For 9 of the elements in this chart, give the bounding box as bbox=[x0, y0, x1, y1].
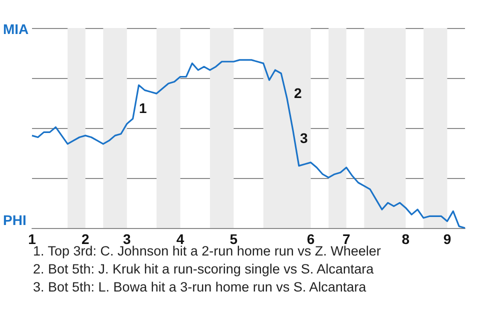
x-tick-label: 9 bbox=[443, 231, 452, 247]
x-tick-label: 8 bbox=[402, 231, 410, 247]
text: MIA bbox=[3, 21, 29, 37]
annotation: 3 bbox=[300, 130, 308, 146]
annotation: 2 bbox=[294, 85, 302, 101]
annotation: 1 bbox=[139, 100, 147, 116]
text: 3. Bot 5th: L. Bowa hit a 3-run home run vs S. Alcantara bbox=[33, 280, 367, 294]
text: 2. Bot 5th: J. Kruk hit a run-scoring single vs S. Alcantara bbox=[33, 262, 374, 276]
text: PHI bbox=[3, 212, 26, 228]
